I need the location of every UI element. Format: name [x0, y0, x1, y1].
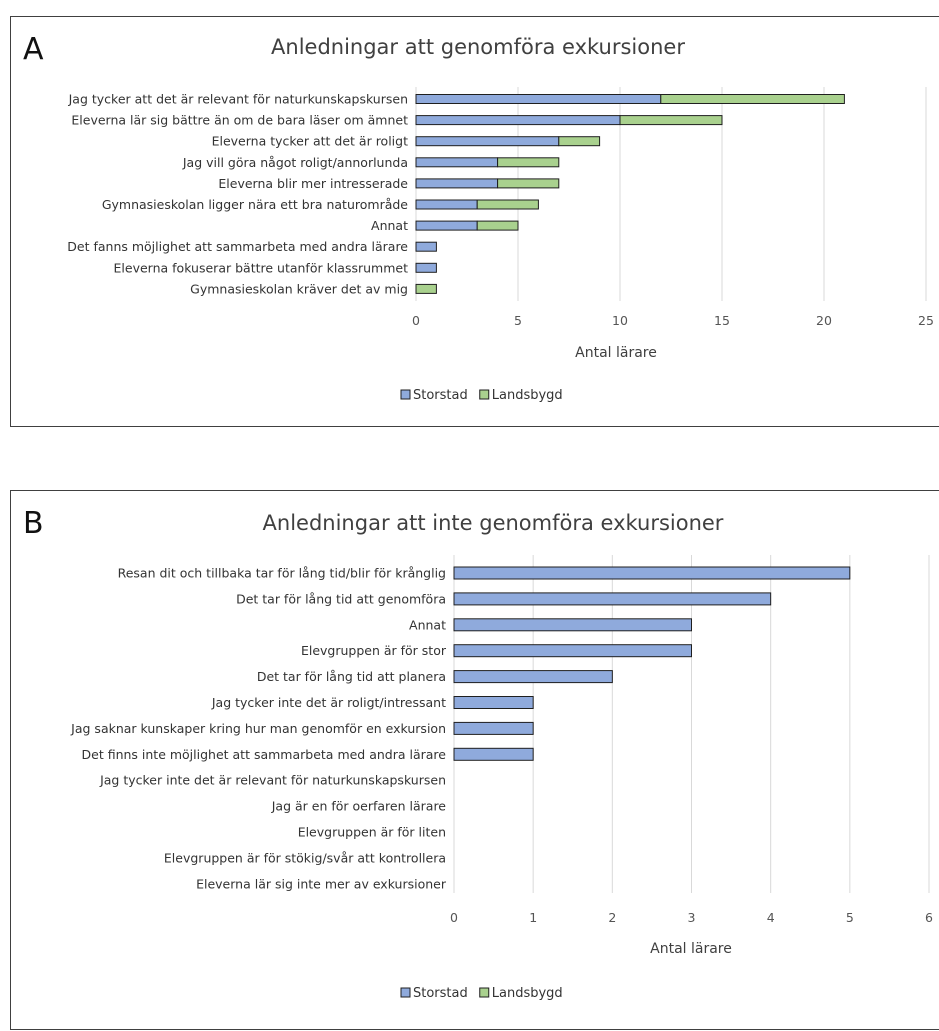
chart-b-legend-swatch	[479, 987, 490, 998]
chart-a-bar-landsbygd	[497, 157, 560, 168]
chart-b-category-label: Jag tycker inte det är roligt/intressant	[211, 695, 446, 710]
chart-b-bar-storstad	[453, 618, 692, 632]
panel-letter-b: B	[23, 506, 44, 541]
chart-b-bar-storstad	[453, 592, 772, 606]
chart-a-x-tick-label: 0	[412, 313, 420, 328]
chart-b-category-label: Resan dit och tillbaka tar för lång tid/…	[118, 566, 446, 581]
chart-b-x-tick-label: 3	[688, 910, 696, 925]
chart-b-category-label: Annat	[409, 617, 446, 632]
chart-a-x-tick-label: 20	[816, 313, 832, 328]
chart-b-category-label: Jag är en för oerfaren lärare	[271, 799, 447, 814]
chart-a-bars	[415, 94, 845, 294]
chart-a-title: Anledningar att genomföra exkursioner	[271, 35, 685, 59]
chart-a-category-label: Eleverna blir mer intresserade	[218, 176, 408, 191]
chart-a-bar-landsbygd	[415, 283, 437, 294]
chart-b-category-labels: Resan dit och tillbaka tar för lång tid/…	[70, 566, 447, 892]
chart-b-category-label: Eleverna lär sig inte mer av exkursioner	[196, 876, 447, 891]
chart-a-category-label: Eleverna lär sig bättre än om de bara lä…	[71, 113, 408, 128]
chart-b-bar-storstad	[453, 696, 534, 709]
chart-a-tick-labels: 0 5 10 15 20 25	[412, 313, 934, 328]
chart-panel-a: A Anledningar att genomföra exkursioner …	[10, 16, 939, 427]
chart-a-bar-storstad	[415, 94, 662, 104]
chart-a-bar-storstad	[415, 241, 437, 252]
chart-b-bar-storstad	[453, 644, 692, 658]
chart-b-legend-label: Landsbygd	[492, 986, 563, 1001]
chart-b-category-label: Elevgruppen är för stor	[301, 643, 447, 658]
chart-a-category-label: Jag vill göra något roligt/annorlunda	[182, 155, 408, 170]
chart-a-bar-storstad	[415, 178, 499, 189]
chart-a-bar-storstad	[415, 220, 478, 231]
panel-letter-a: A	[23, 32, 44, 67]
chart-b-category-label: Elevgruppen är för liten	[298, 825, 446, 840]
chart-a-bar-storstad	[415, 157, 499, 168]
chart-a-bar-storstad	[415, 199, 478, 210]
chart-b-title: Anledningar att inte genomföra exkursion…	[263, 511, 724, 535]
chart-a-category-label: Eleverna fokuserar bättre utanför klassr…	[114, 260, 409, 275]
chart-a-bar-landsbygd	[476, 199, 539, 210]
chart-a-legend-swatch	[479, 389, 490, 400]
chart-a-category-label: Gymnasieskolan ligger nära ett bra natur…	[102, 197, 408, 212]
chart-a-legend: Storstad Landsbygd	[400, 388, 563, 403]
chart-a-category-label: Annat	[371, 218, 408, 233]
chart-b-bar-storstad	[453, 721, 534, 735]
chart-a-bar-landsbygd	[558, 136, 601, 147]
chart-b-legend-label: Storstad	[413, 986, 468, 1001]
chart-b-x-tick-label: 5	[846, 910, 854, 925]
chart-a-x-tick-label: 25	[918, 313, 934, 328]
chart-b-bar-storstad	[453, 566, 851, 580]
chart-a-bar-landsbygd	[476, 220, 519, 231]
chart-b-category-label: Jag tycker inte det är relevant för natu…	[99, 773, 446, 788]
chart-b-category-label: Det tar för lång tid att planera	[257, 669, 446, 684]
chart-a-bar-landsbygd	[619, 115, 723, 126]
chart-b-category-label: Jag saknar kunskaper kring hur man genom…	[70, 721, 446, 736]
chart-a-category-label: Gymnasieskolan kräver det av mig	[190, 281, 408, 296]
chart-b-bar-storstad	[453, 747, 534, 761]
chart-a-category-label: Jag tycker att det är relevant för natur…	[68, 92, 408, 107]
chart-a-category-labels: Jag tycker att det är relevant för natur…	[67, 92, 408, 297]
chart-a-legend-label: Storstad	[413, 388, 468, 403]
chart-b-x-axis-label: Antal lärare	[650, 941, 732, 957]
chart-b-category-label: Det tar för lång tid att genomföra	[236, 591, 446, 606]
chart-a-bar-landsbygd	[497, 178, 560, 189]
chart-b-bar-storstad	[453, 670, 613, 684]
chart-a-category-label: Det fanns möjlighet att sammarbeta med a…	[67, 239, 408, 254]
chart-b-x-tick-label: 2	[608, 910, 616, 925]
chart-a-svg: A Anledningar att genomföra exkursioner …	[23, 32, 934, 403]
chart-b-svg: B Anledningar att inte genomföra exkursi…	[23, 506, 933, 1001]
chart-b-x-tick-label: 4	[767, 910, 775, 925]
chart-b-tick-labels: 0 1 2 3 4 5 6	[450, 910, 933, 925]
chart-a-x-tick-label: 5	[514, 313, 522, 328]
chart-b-bars	[453, 566, 851, 761]
chart-a-bar-landsbygd	[660, 94, 845, 104]
chart-a-category-label: Eleverna tycker att det är roligt	[212, 134, 408, 149]
chart-a-legend-swatch	[400, 389, 411, 400]
chart-b-x-tick-label: 1	[529, 910, 537, 925]
chart-b-x-tick-label: 0	[450, 910, 458, 925]
chart-b-legend: Storstad Landsbygd	[400, 986, 563, 1001]
chart-b-category-label: Elevgruppen är för stökig/svår att kontr…	[164, 850, 446, 865]
chart-a-x-axis-label: Antal lärare	[575, 345, 657, 361]
chart-a-legend-label: Landsbygd	[492, 388, 563, 403]
chart-b-legend-swatch	[400, 987, 411, 998]
chart-b-gridlines	[453, 555, 930, 893]
chart-a-bar-storstad	[415, 262, 437, 273]
chart-a-x-tick-label: 15	[714, 313, 730, 328]
chart-a-x-tick-label: 10	[612, 313, 628, 328]
chart-panel-b: B Anledningar att inte genomföra exkursi…	[10, 490, 939, 1030]
chart-b-x-tick-label: 6	[925, 910, 933, 925]
chart-b-category-label: Det finns inte möjlighet att sammarbeta …	[82, 747, 447, 762]
chart-a-bar-storstad	[415, 115, 621, 126]
chart-a-bar-storstad	[415, 136, 560, 147]
